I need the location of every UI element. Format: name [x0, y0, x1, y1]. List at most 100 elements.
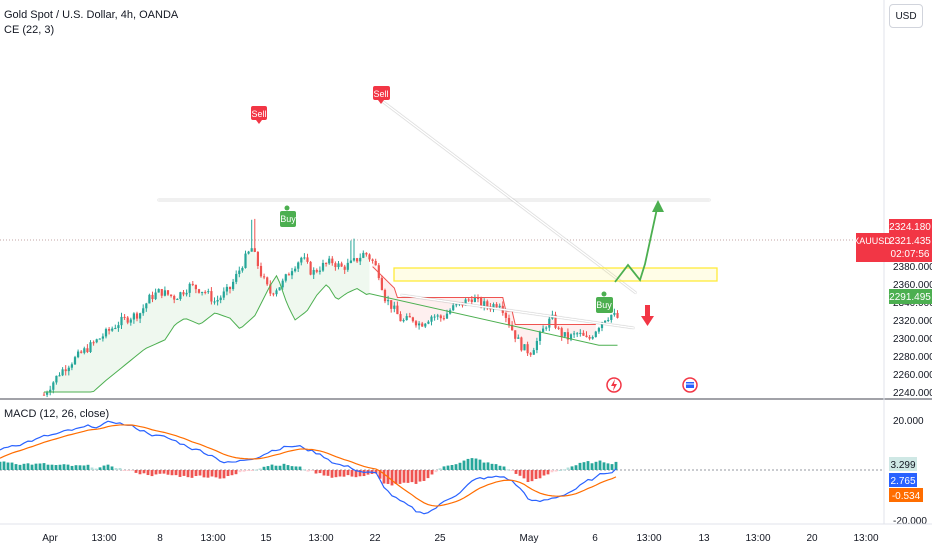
macd-bar [438, 468, 442, 470]
macd-bar [462, 460, 466, 470]
macd-bar [330, 470, 334, 478]
lightning-icon[interactable] [606, 377, 622, 393]
lower-trendline[interactable] [400, 294, 635, 329]
macd-axis[interactable]: 20.000 -20.000 [893, 416, 927, 527]
macd-bar [274, 465, 278, 470]
macd-bar [258, 468, 262, 470]
time-axis[interactable]: Apr 13:00 8 13:00 15 13:00 22 25 May 6 13:00 13 13:0… [42, 533, 879, 544]
macd-bar [486, 462, 490, 470]
macd-title[interactable]: MACD (12, 26, close) [4, 408, 110, 420]
candle [297, 261, 300, 272]
macd-bar [234, 470, 238, 475]
buy-signal[interactable]: Buy [596, 291, 613, 314]
macd-bar [478, 459, 482, 470]
candle [213, 297, 216, 305]
macd-bar [398, 470, 402, 484]
upper-trendline[interactable] [377, 97, 637, 294]
candle [535, 337, 538, 354]
candle [216, 295, 219, 306]
candle [346, 258, 349, 272]
candle [73, 355, 77, 366]
candle [585, 331, 588, 338]
macd-bar [558, 469, 562, 471]
candle [201, 291, 204, 296]
svg-text:2321.435: 2321.435 [889, 236, 931, 247]
macd-bar [246, 470, 250, 471]
buy-signal[interactable]: Buy [280, 205, 296, 228]
price-tick-label: 2260.000 [893, 370, 932, 381]
candle [290, 267, 294, 280]
candle [557, 326, 560, 330]
svg-text:2291.495: 2291.495 [889, 292, 931, 303]
buy-label: Buy [596, 300, 612, 310]
macd-bar [198, 470, 202, 476]
candle [306, 253, 309, 264]
macd-bar [110, 466, 114, 470]
macd-bar [490, 463, 494, 470]
candle [566, 328, 569, 345]
macd-pane[interactable] [0, 420, 884, 515]
candle [368, 253, 371, 262]
macd-bar [254, 469, 258, 471]
macd-bar [218, 470, 222, 479]
price-tick-label: 2240.000 [893, 388, 932, 399]
candle [604, 320, 607, 324]
macd-bar [6, 462, 10, 470]
candle [337, 261, 340, 270]
indicator-ce-label[interactable]: CE (22, 3) [4, 24, 55, 36]
macd-bar [418, 470, 422, 482]
macd-bar [582, 462, 586, 470]
candle [278, 287, 281, 291]
candle [340, 261, 343, 267]
macd-bar [34, 463, 38, 470]
sell-signal[interactable]: Sell [251, 106, 267, 124]
macd-bar [114, 468, 118, 470]
candle [235, 270, 238, 285]
candle [517, 334, 520, 339]
candle [114, 324, 117, 330]
macd-bar [106, 464, 110, 470]
candle [374, 258, 377, 266]
time-tick-label: Apr [42, 533, 58, 544]
macd-bar [294, 466, 298, 470]
candle [548, 316, 551, 332]
candle [418, 321, 421, 330]
macd-bar [122, 470, 126, 471]
price-tick-label: 2300.000 [893, 334, 932, 345]
candle [321, 259, 325, 272]
candle [442, 315, 445, 321]
macd-bar [554, 470, 558, 472]
macd-tick-label: -20.000 [893, 516, 927, 527]
macd-bar [522, 470, 526, 479]
macd-bar [450, 465, 454, 470]
macd-bar [134, 470, 138, 473]
candle [176, 298, 179, 300]
candle [173, 294, 176, 304]
signal-line [0, 424, 617, 507]
candle [70, 362, 73, 371]
symbol-title[interactable]: Gold Spot / U.S. Dollar, 4h, OANDA [4, 9, 179, 21]
candle [238, 266, 241, 278]
macd-bar [282, 463, 286, 470]
candle [139, 312, 142, 324]
sell-label: Sell [373, 89, 388, 99]
macd-bar [426, 470, 430, 479]
macd-bar [270, 464, 274, 470]
currency-button[interactable]: USD [889, 4, 923, 28]
candle [545, 326, 548, 331]
candle [294, 266, 297, 273]
support-zone[interactable] [393, 267, 718, 282]
candle [266, 276, 269, 286]
macd-bar [346, 470, 350, 476]
macd-bar [262, 466, 266, 470]
sell-signal[interactable]: Sell [373, 86, 390, 104]
flag-icon[interactable] [682, 377, 698, 393]
candle [411, 316, 414, 323]
price-pane[interactable]: Sell Sell Buy Buy [0, 86, 884, 398]
candle [197, 288, 201, 294]
macd-bar [278, 465, 282, 470]
macd-bar [186, 470, 190, 478]
candle [182, 290, 185, 297]
macd-bar [54, 465, 58, 470]
